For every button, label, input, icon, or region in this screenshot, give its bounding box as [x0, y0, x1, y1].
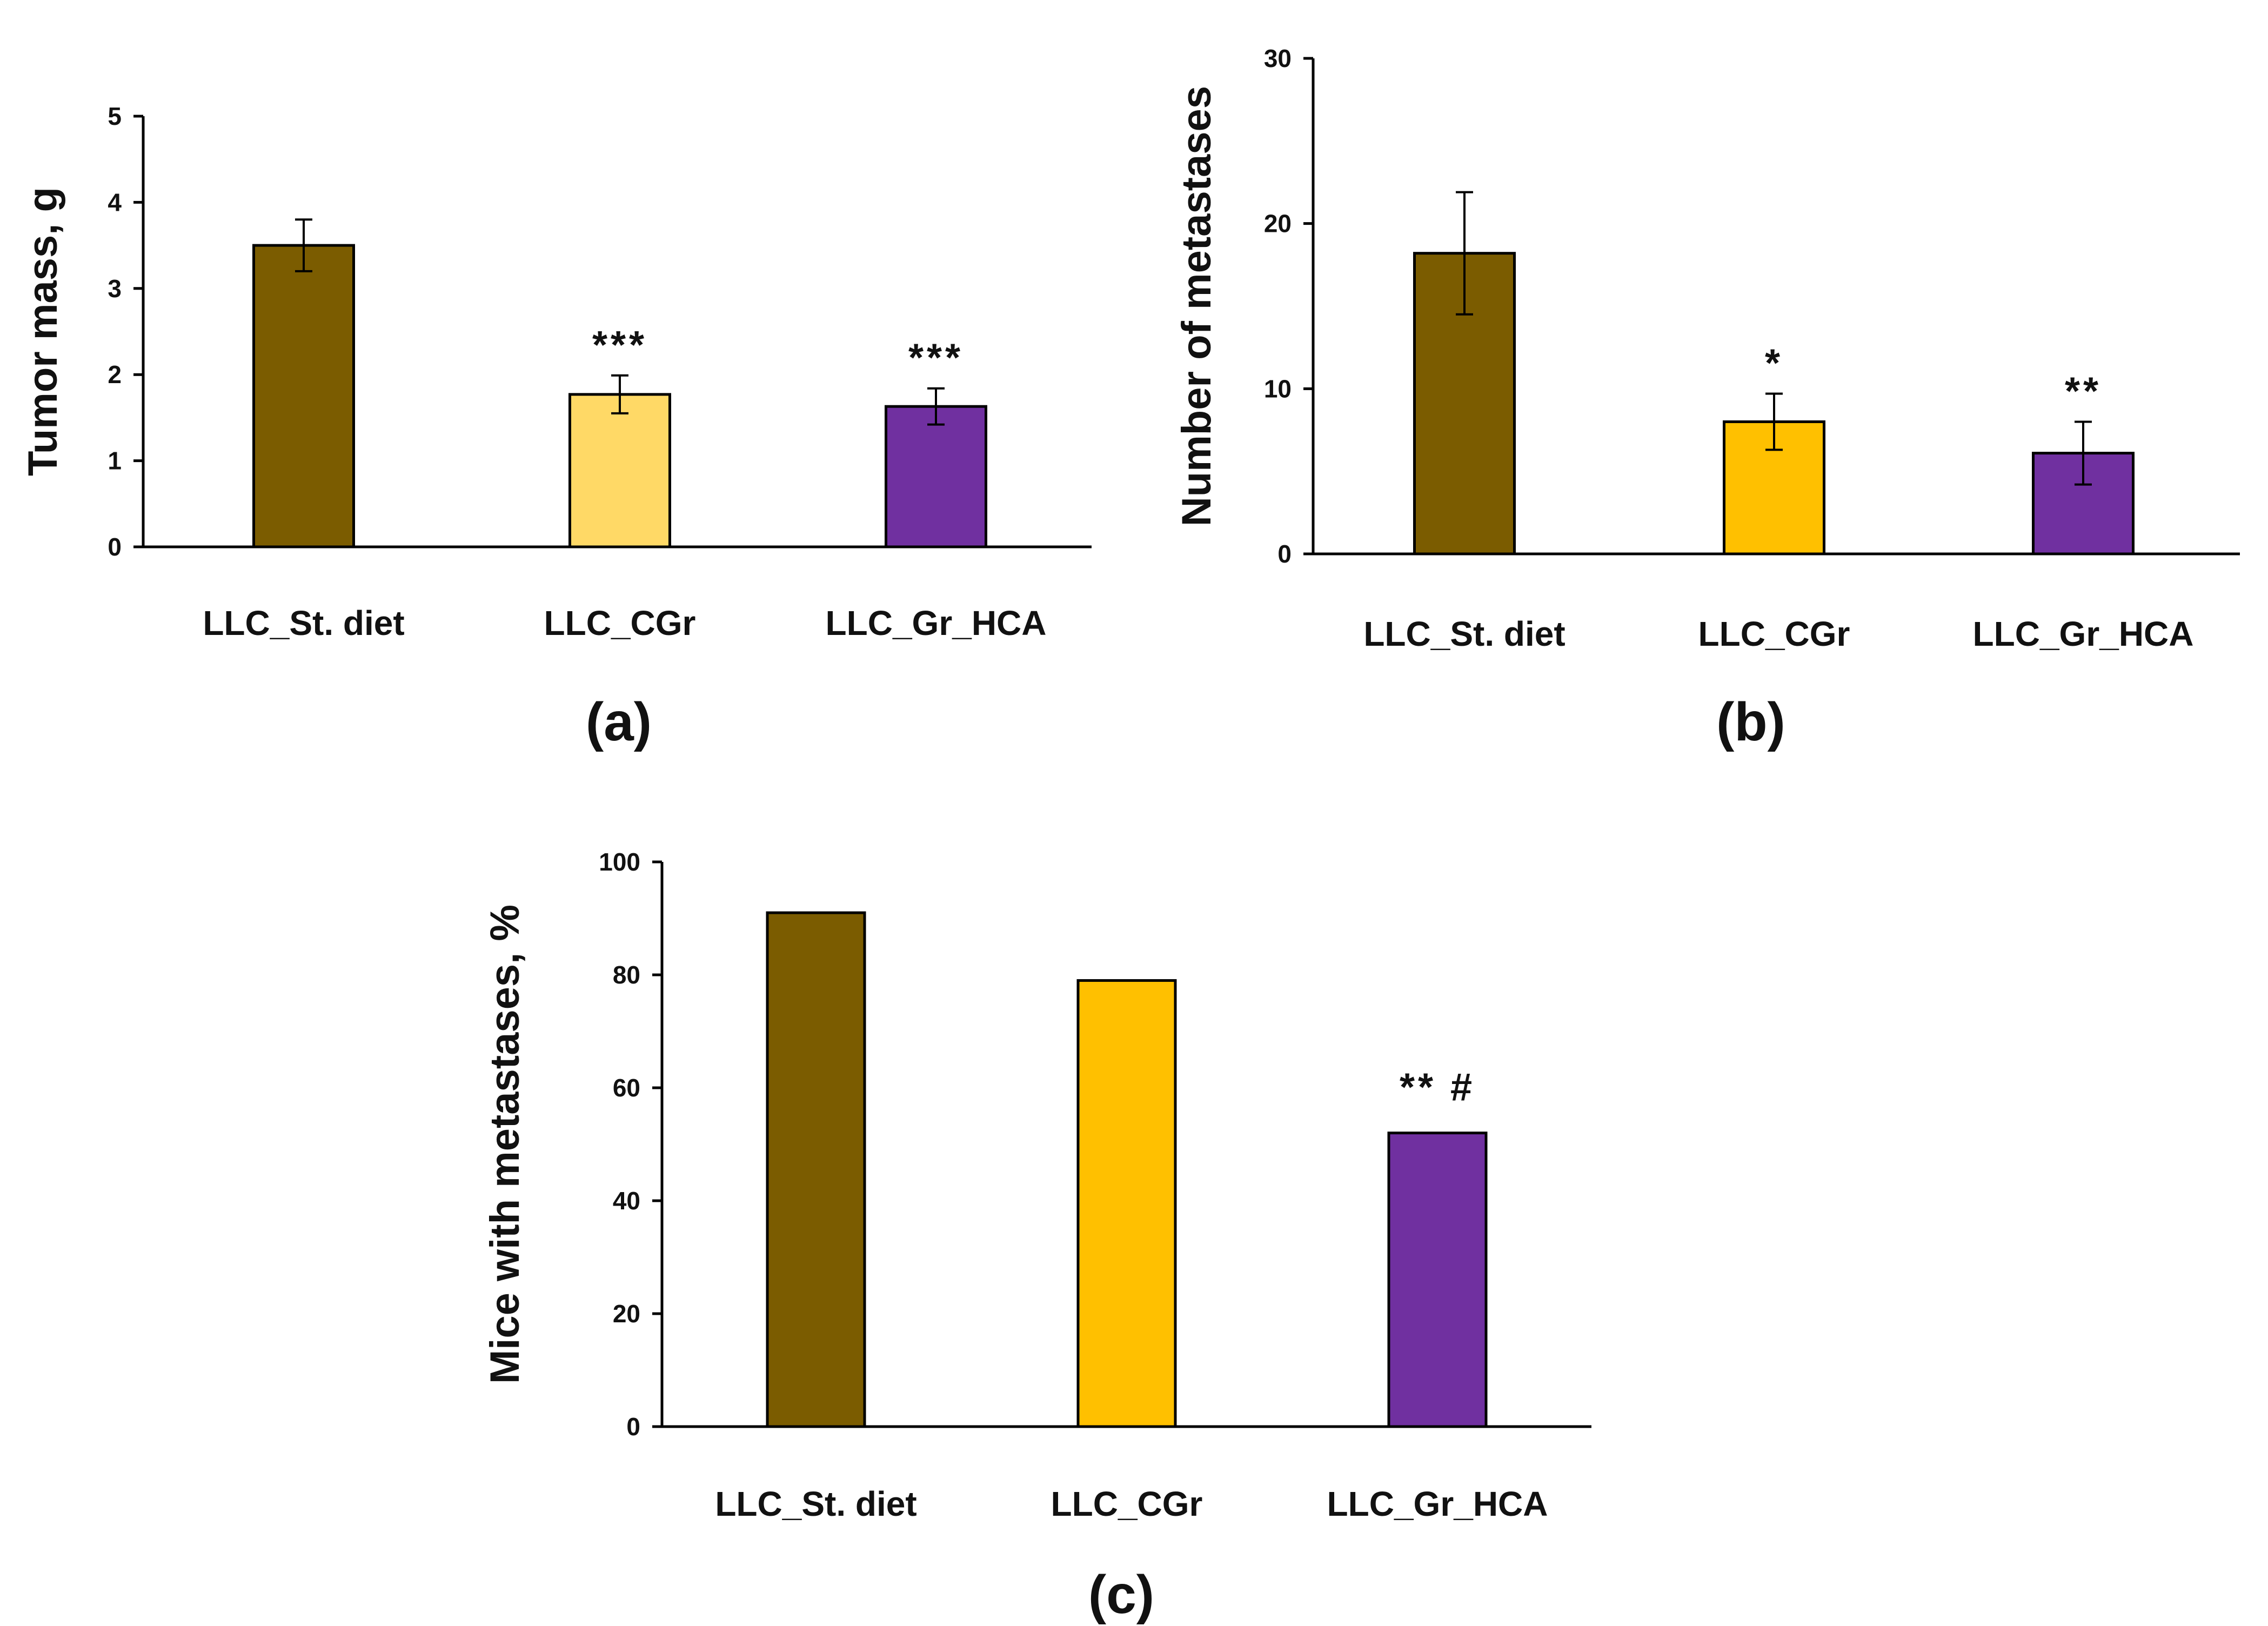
significance-marker: * — [1765, 342, 1783, 385]
y-tick-label: 80 — [613, 961, 640, 989]
y-axis-title: Number of metastases — [1174, 86, 1220, 526]
y-tick-label: 5 — [108, 102, 122, 130]
bar — [252, 244, 355, 548]
bar — [1387, 1132, 1488, 1428]
y-tick-label: 1 — [108, 447, 122, 475]
y-tick-label: 0 — [1277, 540, 1292, 568]
bar — [766, 911, 866, 1428]
y-tick-label: 20 — [613, 1300, 640, 1328]
panel-label: (c) — [1088, 1564, 1154, 1625]
significance-marker: *** — [908, 337, 964, 380]
category-label: LLC_Gr_HCA — [1973, 614, 2194, 653]
chart-tumor-mass: 0 1 2 3 4 5 Tumor mass, g LLC_St. diet *** LLC_CG… — [20, 102, 1092, 752]
y-tick-label: 30 — [1264, 44, 1292, 72]
category-label: LLC_Gr_HCA — [826, 604, 1047, 643]
category-label: LLC_Gr_HCA — [1327, 1484, 1548, 1523]
y-tick-label: 100 — [599, 848, 640, 876]
y-tick-label: 40 — [613, 1187, 640, 1215]
significance-marker: *** — [592, 324, 647, 367]
y-tick-label: 2 — [108, 360, 122, 389]
chart-number-of-metastases: 0 10 20 30 Number of metastases LLC_St. diet *… — [1174, 44, 2240, 752]
y-tick-label: 20 — [1264, 210, 1292, 238]
bar — [885, 405, 987, 548]
y-tick-label: 10 — [1264, 374, 1292, 403]
panel-label: (b) — [1716, 692, 1785, 752]
y-axis-title: Tumor mass, g — [20, 187, 66, 476]
category-label: LLC_St. diet — [715, 1484, 916, 1523]
bar — [568, 393, 671, 548]
category-label: LLC_St. diet — [203, 604, 404, 643]
y-tick-label: 0 — [626, 1413, 640, 1441]
category-label: LLC_St. diet — [1363, 614, 1565, 653]
y-axis-title: Mice with metastases, % — [482, 905, 528, 1384]
category-label: LLC_CGr — [1698, 614, 1850, 653]
bar — [1076, 979, 1177, 1428]
significance-marker: ** # — [1400, 1066, 1475, 1109]
y-tick-label: 0 — [108, 533, 122, 561]
significance-marker: ** — [2065, 370, 2102, 413]
panel-label: (a) — [586, 692, 652, 752]
category-label: LLC_CGr — [1051, 1484, 1203, 1523]
chart-mice-with-metastases: 0 20 40 60 80 100 Mice with metastases, % LLC_S… — [482, 848, 1591, 1625]
y-tick-label: 60 — [613, 1074, 640, 1102]
category-label: LLC_CGr — [544, 604, 696, 643]
y-tick-label: 4 — [108, 188, 122, 216]
y-tick-label: 3 — [108, 275, 122, 303]
